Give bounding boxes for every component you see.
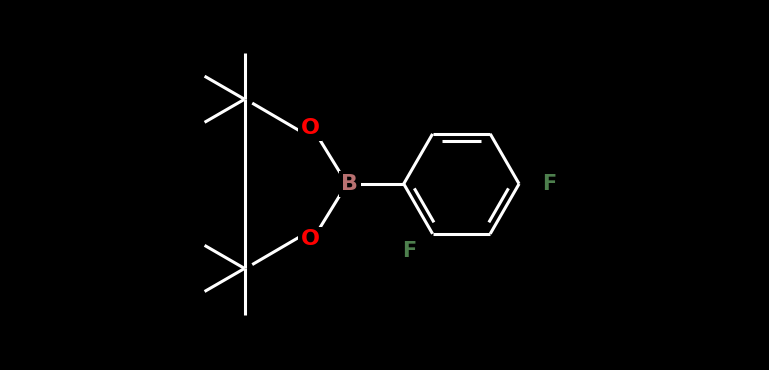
Text: F: F <box>542 174 557 194</box>
Text: B: B <box>341 174 358 194</box>
Text: F: F <box>402 242 417 262</box>
Text: O: O <box>301 118 319 138</box>
Text: O: O <box>301 229 319 249</box>
